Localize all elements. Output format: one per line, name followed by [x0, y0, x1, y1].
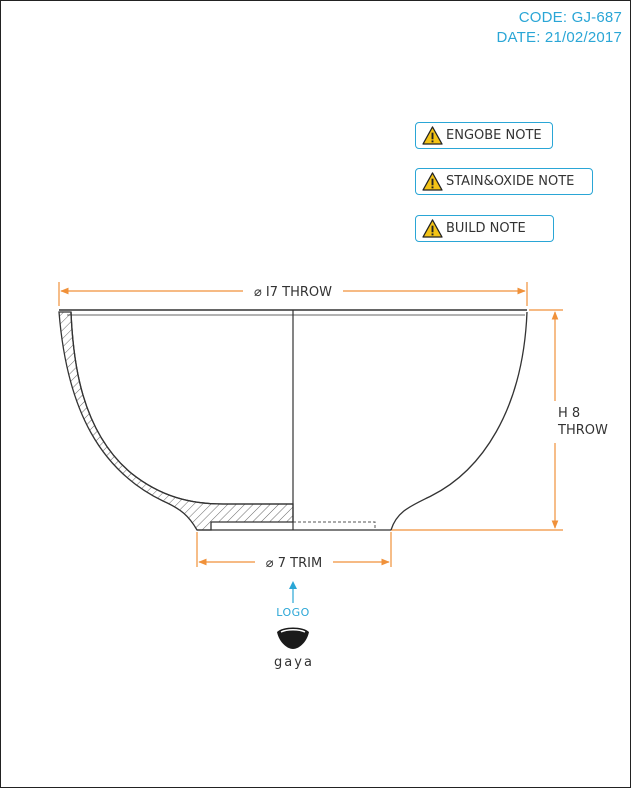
top-diameter-dimension: ⌀ I7 THROW: [58, 282, 528, 306]
hidden-foot-recess: [293, 521, 376, 530]
stain-oxide-note-button[interactable]: STAIN&OXIDE NOTE: [415, 168, 593, 195]
top-diameter-label: ⌀ I7 THROW: [254, 285, 332, 300]
brand-name: gaya: [274, 655, 314, 670]
warning-icon: [422, 172, 443, 191]
drawing-date: DATE: 21/02/2017: [496, 29, 622, 46]
engobe-note-label: ENGOBE NOTE: [446, 128, 542, 143]
build-note-button[interactable]: BUILD NOTE: [415, 215, 554, 242]
height-dimension: H 8 THROW: [391, 309, 608, 531]
gaya-bowl-logo-icon: [277, 627, 309, 649]
warning-icon: [422, 126, 443, 145]
logo-placement: LOGO gaya: [274, 581, 314, 670]
outer-wall-line: [390, 311, 528, 531]
logo-arrow-icon: [289, 581, 297, 589]
height-label-line2: THROW: [557, 423, 608, 438]
foot-diameter-label: ⌀ 7 TRIM: [266, 556, 322, 571]
logo-label: LOGO: [276, 606, 310, 619]
stain-oxide-note-label: STAIN&OXIDE NOTE: [446, 174, 575, 189]
engobe-note-button[interactable]: ENGOBE NOTE: [415, 122, 553, 149]
product-code: CODE: GJ-687: [518, 9, 622, 26]
warning-icon: [422, 219, 443, 238]
build-note-label: BUILD NOTE: [446, 221, 526, 236]
height-label-line1: H 8: [558, 406, 580, 421]
bowl-profile: [58, 309, 528, 531]
foot-diameter-dimension: ⌀ 7 TRIM: [196, 532, 392, 571]
